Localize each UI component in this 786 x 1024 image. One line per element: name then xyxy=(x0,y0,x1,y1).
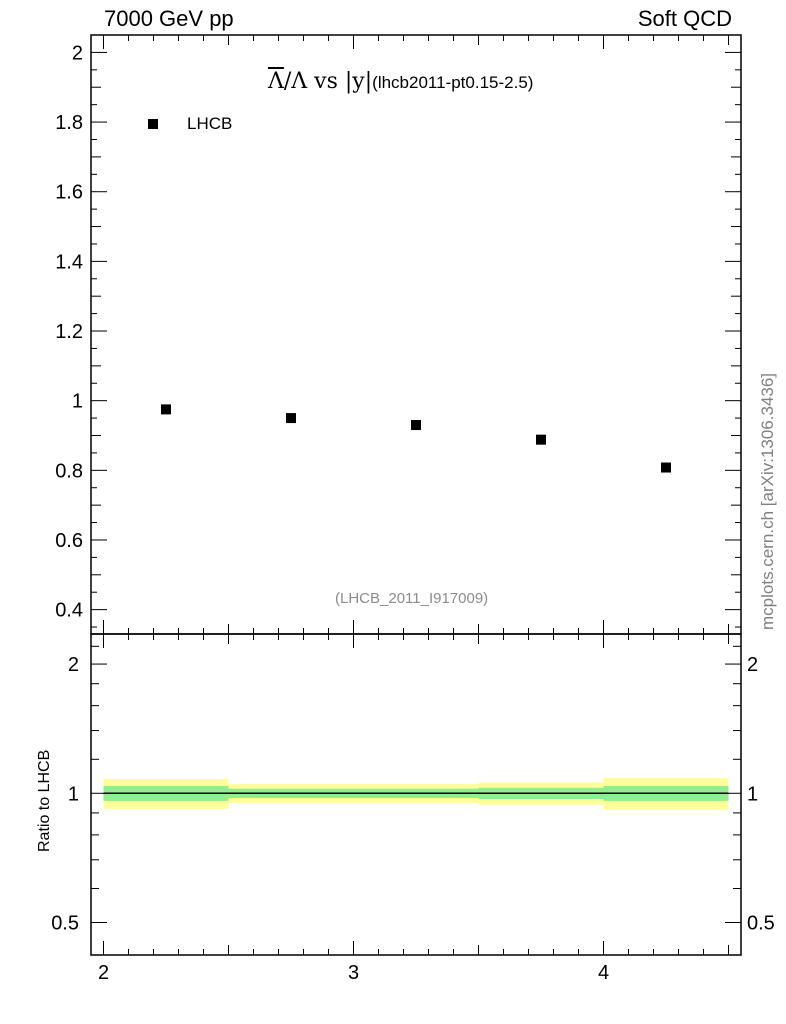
title-subtitle: (lhcb2011-pt0.15-2.5) xyxy=(372,73,534,92)
ratio-ytick-label-left: 0.5 xyxy=(51,912,79,934)
main-ytick-label: 2 xyxy=(72,42,83,64)
ratio-plot-frame xyxy=(90,633,742,956)
main-ytick-label: 1 xyxy=(72,391,83,413)
main-ytick-label: 1.8 xyxy=(55,112,83,134)
ratio-axis-label: Ratio to LHCB xyxy=(36,749,53,852)
ratio-ytick-label-left: 1 xyxy=(68,783,79,805)
ratio-ytick-label-right: 1 xyxy=(747,783,758,805)
main-ytick-label: 0.4 xyxy=(55,600,83,622)
category-label: Soft QCD xyxy=(637,6,732,31)
data-point xyxy=(411,420,421,431)
ratio-ytick-label-left: 2 xyxy=(68,654,79,676)
main-ytick-label: 1.4 xyxy=(55,251,83,273)
xtick-label: 2 xyxy=(98,962,109,984)
main-ytick-label: 0.8 xyxy=(55,460,83,482)
analysis-id: (LHCB_2011_I917009) xyxy=(335,590,489,607)
data-point xyxy=(161,404,171,415)
title-antilambda: Λ xyxy=(268,69,284,94)
data-point xyxy=(661,462,671,473)
xtick-label: 3 xyxy=(348,962,359,984)
data-point xyxy=(536,434,546,445)
ratio-ytick-label-right: 0.5 xyxy=(747,912,775,934)
xtick-label: 4 xyxy=(598,962,609,984)
main-ytick-label: 1.2 xyxy=(55,321,83,343)
title-main: /Λ vs |y| xyxy=(283,69,373,94)
legend-label: LHCB xyxy=(187,114,233,133)
main-ytick-label: 1.6 xyxy=(55,182,83,204)
data-point xyxy=(286,413,296,424)
legend-marker xyxy=(148,119,158,129)
main-ytick-label: 0.6 xyxy=(55,530,83,552)
energy-label: 7000 GeV pp xyxy=(104,6,234,31)
chart-title: Λ/Λ vs |y|(lhcb2011-pt0.15-2.5) xyxy=(268,68,533,94)
source-label: mcplots.cern.ch [arXiv:1306.3436] xyxy=(758,372,777,630)
ratio-ytick-label-right: 2 xyxy=(747,654,758,676)
